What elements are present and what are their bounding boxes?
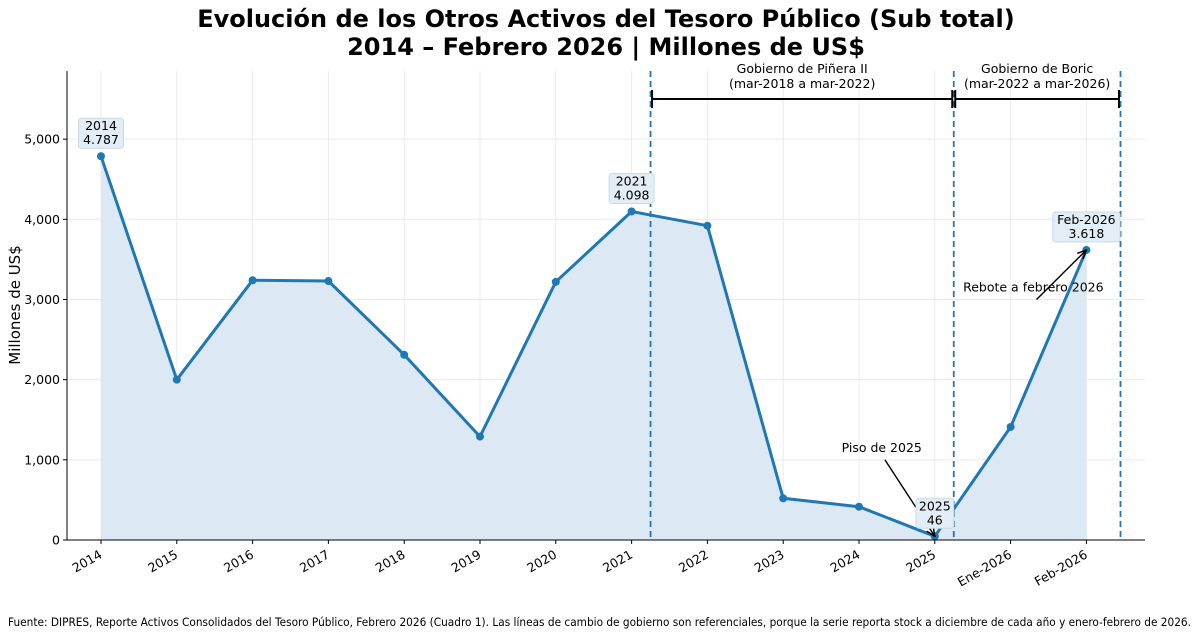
y-tick-label: 5,000 — [24, 132, 60, 147]
x-tick-label: 2021 — [600, 547, 635, 576]
government-change-lines — [649, 71, 1122, 540]
point-label-value: 46 — [927, 512, 943, 527]
point-label-name: 2021 — [616, 173, 648, 188]
annotations: Piso de 2025 Rebote a febrero 2026 — [842, 250, 1104, 536]
x-tick-label: 2017 — [297, 547, 332, 576]
point-label-name: 2025 — [919, 498, 951, 513]
point-label-box — [78, 117, 124, 149]
government-name: Gobierno de Boric — [981, 61, 1093, 76]
data-points — [97, 152, 1091, 541]
point-label-value: 3.618 — [1069, 226, 1105, 241]
government-name: Gobierno de Piñera II — [737, 61, 868, 76]
x-tick-label: 2019 — [448, 547, 483, 576]
chart-title-line1: Evolución de los Otros Activos del Tesor… — [197, 5, 1015, 33]
annotation-text: Rebote a febrero 2026 — [963, 279, 1104, 294]
data-point — [172, 375, 181, 384]
y-axis-label: Millones de US$ — [6, 245, 24, 365]
point-label-box — [608, 172, 655, 204]
x-tick-label: 2020 — [524, 547, 559, 576]
point-label-box — [1052, 211, 1121, 243]
x-tick-label: 2024 — [827, 547, 862, 576]
government-period: (mar-2022 a mar-2026) — [964, 76, 1110, 91]
data-point — [97, 152, 105, 161]
point-label-box — [915, 497, 955, 529]
series-area-fill — [101, 156, 1087, 540]
source-footnote: Fuente: DIPRES, Reporte Activos Consolid… — [8, 615, 1191, 629]
data-point — [855, 502, 863, 511]
x-tick-label: Feb-2026 — [1032, 547, 1090, 589]
government-period: (mar-2018 a mar-2022) — [729, 76, 875, 91]
data-point — [779, 494, 788, 503]
data-point — [551, 277, 560, 286]
y-tick-label: 1,000 — [24, 452, 60, 467]
x-tick-label: 2014 — [69, 547, 104, 576]
y-tick-label: 4,000 — [24, 212, 60, 227]
y-tick-label: 3,000 — [24, 292, 60, 307]
data-point — [248, 276, 257, 285]
chart-title-line2: 2014 – Febrero 2026 | Millones de US$ — [347, 33, 865, 61]
x-tick-label: 2025 — [903, 547, 938, 576]
data-point — [476, 432, 484, 441]
point-label-value: 4.098 — [614, 187, 650, 202]
x-tick-label: Ene-2026 — [955, 547, 1014, 590]
x-tick-label: 2015 — [145, 547, 180, 576]
point-label-name: Feb-2026 — [1057, 212, 1116, 227]
x-tick-label: 2022 — [676, 547, 711, 576]
y-tick-label: 2,000 — [24, 372, 60, 387]
data-point — [324, 277, 333, 286]
x-tick-label: 2018 — [373, 547, 408, 576]
government-periods: Gobierno de Piñera II(mar-2018 a mar-202… — [651, 61, 1121, 108]
x-ticks: 2014 2015 2016 2017 2018 2019 2020 2021 2022 2023… — [69, 540, 1090, 590]
series-line — [99, 155, 1088, 538]
x-tick-label: 2016 — [221, 547, 256, 576]
data-point — [627, 207, 636, 216]
annotation-arrow — [1036, 250, 1087, 300]
point-label-value: 4.787 — [83, 132, 119, 147]
data-point — [400, 350, 409, 359]
data-point — [703, 221, 712, 230]
point-label-name: 2014 — [85, 118, 117, 133]
data-point — [1006, 422, 1015, 431]
y-tick-label: 0 — [52, 533, 60, 548]
x-tick-label: 2023 — [752, 547, 787, 576]
y-ticks: 0 1,000 2,000 3,000 4,000 5,000 — [24, 132, 67, 548]
annotation-text: Piso de 2025 — [842, 440, 922, 455]
